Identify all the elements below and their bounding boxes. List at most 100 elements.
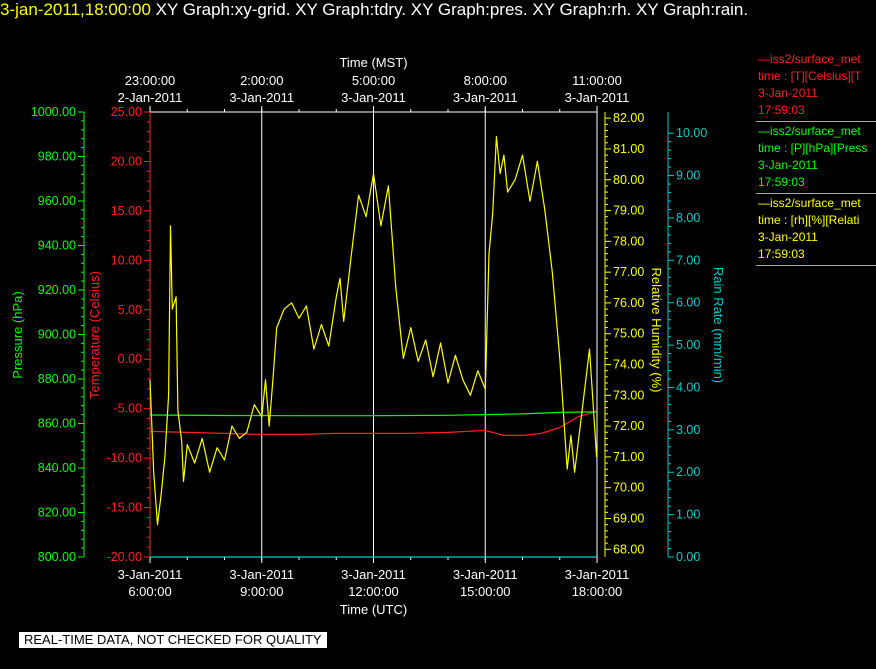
rain-tick-label: 5.00 (676, 338, 700, 352)
bottom-tick-date: 3-Jan-2011 (565, 567, 630, 582)
pressure-axis-title: Pressure (hPa) (10, 291, 25, 378)
top-tick-date: 3-Jan-2011 (453, 90, 518, 105)
rain-tick-label: 6.00 (676, 296, 700, 310)
temperature-tick-label: -10.00 (107, 451, 142, 465)
rh-tick-label: 68.00 (613, 542, 644, 556)
legend-entry-line3: 3-Jan-2011 (758, 230, 818, 244)
top-axis-title: Time (MST) (339, 55, 407, 70)
pressure-tick-label: 980.00 (38, 150, 76, 164)
bottom-tick-date: 3-Jan-2011 (229, 567, 294, 582)
rh-tick-label: 69.00 (613, 512, 644, 526)
bottom-tick-time: 12:00:00 (348, 584, 399, 599)
rh-tick-label: 70.00 (613, 481, 644, 495)
quality-notice: REAL-TIME DATA, NOT CHECKED FOR QUALITY (19, 632, 327, 648)
series-layer (149, 136, 598, 558)
pressure-tick-label: 960.00 (38, 194, 76, 208)
rh-tick-label: 79.00 (613, 204, 644, 218)
rain-tick-label: 10.00 (676, 126, 707, 140)
temperature-tick-label: 25.00 (111, 105, 142, 119)
bottom-tick-date: 3-Jan-2011 (118, 567, 183, 582)
rh-tick-label: 81.00 (613, 142, 644, 156)
pressure-tick-label: 800.00 (38, 550, 76, 564)
rh-tick-label: 80.00 (613, 173, 644, 187)
legend-entry-line4: 17:59:03 (758, 247, 805, 261)
top-tick-time: 5:00:00 (352, 73, 395, 88)
pressure-tick-label: 1000.00 (31, 105, 76, 119)
bottom-axis-title: Time (UTC) (340, 602, 407, 617)
legend-entry-line3: 3-Jan-2011 (758, 86, 818, 100)
bottom-tick-time: 9:00:00 (240, 584, 283, 599)
pressure-tick-label: 880.00 (38, 372, 76, 386)
legend-entry-line2: time : [P][hPa][Press (758, 141, 868, 155)
legend-entry-line2: time : [T][Celsius][T (758, 69, 862, 83)
legend-entry-line4: 17:59:03 (758, 175, 805, 189)
legend-entry-line4: 17:59:03 (758, 103, 805, 117)
temperature-tick-label: 20.00 (111, 154, 142, 168)
top-tick-date: 3-Jan-2011 (341, 90, 406, 105)
rain-tick-label: 8.00 (676, 211, 700, 225)
temperature-tick-label: 10.00 (111, 253, 142, 267)
graph-list: XY Graph:xy-grid. XY Graph:tdry. XY Grap… (155, 0, 749, 19)
series-rh (149, 136, 598, 526)
series-temperature (149, 411, 597, 436)
top-tick-time: 23:00:00 (125, 73, 176, 88)
legend-entry-line1: —iss2/surface_met (758, 196, 861, 210)
temperature-tick-label: 15.00 (111, 204, 142, 218)
legend-entry-line1: —iss2/surface_met (758, 52, 861, 66)
rain-tick-label: 7.00 (676, 253, 700, 267)
bottom-tick-date: 3-Jan-2011 (341, 567, 406, 582)
axes-layer (78, 111, 674, 558)
bottom-tick-time: 18:00:00 (572, 584, 623, 599)
series-pressure (149, 411, 597, 417)
temperature-tick-label: 5.00 (118, 303, 142, 317)
bottom-tick-time: 6:00:00 (128, 584, 171, 599)
temperature-tick-label: 0.00 (118, 352, 142, 366)
temperature-tick-label: -20.00 (107, 550, 142, 564)
rh-tick-label: 72.00 (613, 419, 644, 433)
pressure-tick-label: 840.00 (38, 461, 76, 475)
pressure-tick-label: 940.00 (38, 239, 76, 253)
rh-tick-label: 76.00 (613, 296, 644, 310)
rh-tick-label: 82.00 (613, 111, 644, 125)
label-layer: 23:00:00 2-Jan-2011 2:00:00 3-Jan-2011 5:00:… (10, 55, 726, 617)
legend-entry-line2: time : [rh][%][Relati (758, 213, 860, 227)
legend: —iss2/surface_met time : [T][Celsius][T 3-… (756, 50, 876, 266)
rain-tick-label: 3.00 (676, 423, 700, 437)
top-tick-time: 11:00:00 (572, 73, 622, 88)
rh-tick-label: 71.00 (613, 450, 644, 464)
top-tick-time: 2:00:00 (240, 73, 283, 88)
rh-tick-label: 78.00 (613, 234, 644, 248)
top-tick-time: 8:00:00 (464, 73, 507, 88)
top-tick-date: 3-Jan-2011 (565, 90, 630, 105)
rh-tick-label: 73.00 (613, 388, 644, 402)
timestamp: 3-jan-2011,18:00:00 (0, 0, 151, 19)
temperature-axis-title: Temperature (Celsius) (87, 271, 102, 399)
pressure-tick-label: 860.00 (38, 417, 76, 431)
rain-axis-title: Rain Rate (mm/min) (711, 267, 726, 383)
rain-tick-label: 2.00 (676, 465, 700, 479)
rain-tick-label: 1.00 (676, 508, 700, 522)
temperature-tick-label: -15.00 (107, 501, 142, 515)
rh-tick-label: 75.00 (613, 327, 644, 341)
graph-header: 3-jan-2011,18:00:00 XY Graph:xy-grid. XY… (0, 0, 876, 24)
rain-tick-label: 9.00 (676, 169, 700, 183)
legend-entry-line1: —iss2/surface_met (758, 124, 861, 138)
temperature-tick-label: -5.00 (114, 402, 143, 416)
top-tick-date: 2-Jan-2011 (118, 90, 183, 105)
rh-axis-title: Relative Humidity (%) (649, 268, 664, 393)
rain-tick-label: 0.00 (676, 550, 700, 564)
pressure-tick-label: 920.00 (38, 283, 76, 297)
bottom-tick-date: 3-Jan-2011 (453, 567, 518, 582)
legend-entry-line3: 3-Jan-2011 (758, 158, 818, 172)
rh-tick-label: 74.00 (613, 358, 644, 372)
top-tick-date: 3-Jan-2011 (229, 90, 294, 105)
bottom-tick-time: 15:00:00 (460, 584, 511, 599)
pressure-tick-label: 900.00 (38, 328, 76, 342)
rain-tick-label: 4.00 (676, 380, 700, 394)
rh-tick-label: 77.00 (613, 265, 644, 279)
pressure-tick-label: 820.00 (38, 506, 76, 520)
